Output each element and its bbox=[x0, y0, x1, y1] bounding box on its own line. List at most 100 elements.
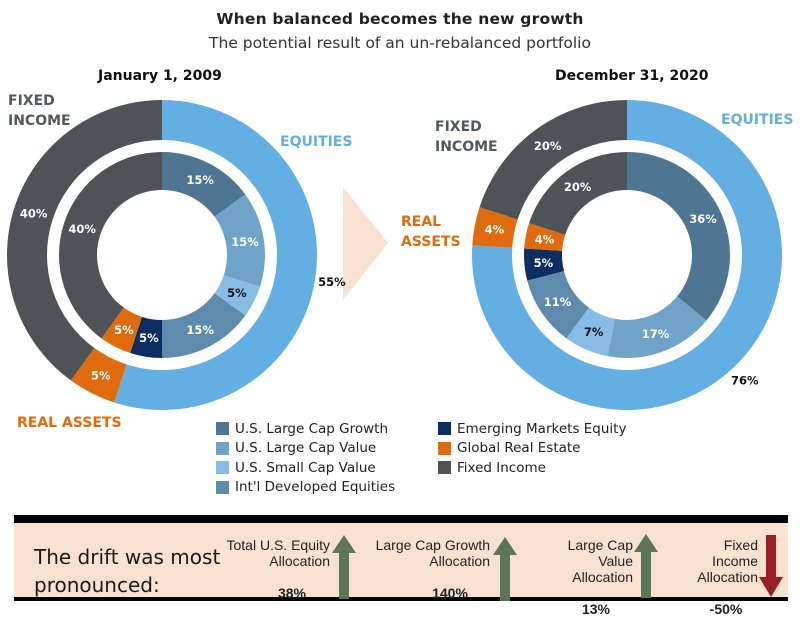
inner-ring-value-label: 15% bbox=[231, 235, 259, 249]
inner-ring-slice-global-real-estate bbox=[101, 307, 142, 353]
legend-swatch bbox=[216, 480, 229, 494]
outer-ring-value-label: 55% bbox=[318, 275, 346, 289]
outer-ring-value-label: 40% bbox=[20, 206, 48, 220]
metric-label: Allocation bbox=[429, 553, 490, 569]
donut-2009: 55% 5% 40% 15% 15% 5% 15% 5% 5% 40% bbox=[6, 100, 346, 411]
up-arrow-icon bbox=[634, 534, 658, 598]
inner-ring-value-label: 36% bbox=[689, 212, 717, 226]
outer-ring-slice-real-assets bbox=[70, 348, 127, 403]
inner-ring-slice-int-l-developed-equities bbox=[527, 271, 589, 339]
down-arrow-icon bbox=[759, 535, 783, 597]
legend-swatch bbox=[438, 422, 451, 436]
metric-label: Allocation bbox=[269, 553, 330, 569]
legend-label: U.S. Small Cap Value bbox=[235, 459, 376, 476]
legend-label: U.S. Large Cap Growth bbox=[235, 420, 389, 437]
donut-charts: 55% 5% 40% 15% 15% 5% 15% 5% 5% 40% 76% 4% 20% 36% 17… bbox=[6, 100, 782, 411]
label-line: FIXED bbox=[435, 119, 482, 135]
metric-large-cap-growth: Large Cap Growth Allocation 140% bbox=[370, 537, 490, 601]
legend-column-1: U.S. Large Cap Growth U.S. Large Cap Val… bbox=[216, 419, 395, 497]
metric-value: -50% bbox=[709, 601, 743, 617]
metric-label: Allocation bbox=[572, 569, 633, 585]
outer-ring-slice-fixed-income bbox=[479, 100, 627, 220]
legend-item: U.S. Large Cap Value bbox=[216, 439, 395, 459]
outer-ring-value-label: 76% bbox=[731, 373, 759, 387]
donut-2020: 76% 4% 20% 36% 17% 7% 11% 5% 4% 20% bbox=[472, 100, 782, 410]
inner-ring-slice-u-s-large-cap-value bbox=[214, 194, 265, 287]
legend-label: Global Real Estate bbox=[457, 440, 581, 457]
inner-ring-slice-u-s-small-cap-value bbox=[214, 275, 260, 316]
legend-label: Emerging Markets Equity bbox=[457, 420, 627, 437]
up-arrow-icon bbox=[493, 537, 517, 601]
inner-ring-value-label: 5% bbox=[227, 286, 247, 300]
right-real-assets-label: REAL ASSETS bbox=[401, 212, 461, 252]
label-line: INCOME bbox=[435, 139, 498, 155]
drift-banner: The drift was most pronounced: Total U.S… bbox=[14, 515, 788, 617]
inner-ring-slice-fixed-income bbox=[59, 152, 163, 339]
outer-ring-value-label: 20% bbox=[534, 139, 562, 153]
legend-item: Fixed Income bbox=[438, 458, 626, 478]
left-chart-date: January 1, 2009 bbox=[98, 68, 222, 84]
metric-value: 140% bbox=[432, 585, 468, 601]
chart-subtitle: The potential result of an un-rebalanced… bbox=[209, 34, 591, 52]
metric-fixed-income: Fixed Income Allocation -50% bbox=[674, 537, 758, 617]
metric-label: Large Cap Value bbox=[567, 537, 633, 569]
inner-ring-slice-fixed-income bbox=[529, 152, 627, 235]
inner-ring-slice-int-l-developed-equities bbox=[162, 293, 246, 358]
inner-ring-value-label: 17% bbox=[642, 327, 670, 341]
outer-ring-value-label: 4% bbox=[485, 223, 505, 237]
inner-ring-value-label: 11% bbox=[544, 295, 572, 309]
left-equities-label: EQUITIES bbox=[280, 134, 353, 150]
inner-ring-slice-u-s-large-cap-growth bbox=[162, 152, 246, 217]
legend-item: Emerging Markets Equity bbox=[438, 419, 626, 439]
outer-ring-slice-equities bbox=[114, 100, 318, 411]
inner-ring-value-label: 5% bbox=[139, 331, 159, 345]
chart-title: When balanced becomes the new growth bbox=[216, 10, 584, 28]
legend-label: Int'l Developed Equities bbox=[235, 479, 396, 496]
metric-value: 13% bbox=[581, 601, 611, 617]
inner-ring-value-label: 7% bbox=[584, 325, 604, 339]
metric-value: 38% bbox=[277, 585, 307, 601]
metric-label: Large Cap Growth bbox=[375, 537, 490, 553]
drift-intro-line: pronounced: bbox=[34, 573, 160, 597]
drift-intro: The drift was most pronounced: bbox=[34, 543, 220, 599]
legend-item: Global Real Estate bbox=[438, 439, 626, 459]
metric-label: Allocation bbox=[697, 569, 758, 585]
legend-swatch bbox=[216, 461, 229, 475]
label-line: FIXED bbox=[8, 93, 55, 109]
legend-item: Int'l Developed Equities bbox=[216, 478, 395, 498]
legend-swatch bbox=[438, 441, 451, 455]
inner-ring-slice-u-s-large-cap-value bbox=[607, 296, 707, 358]
outer-ring-value-label: 5% bbox=[91, 368, 111, 382]
inner-ring-value-label: 15% bbox=[186, 323, 214, 337]
legend-label: U.S. Large Cap Value bbox=[235, 440, 377, 457]
legend-item: U.S. Large Cap Growth bbox=[216, 419, 395, 439]
metric-total-us-equity: Total U.S. Equity Allocation 38% bbox=[224, 537, 331, 601]
inner-ring-value-label: 15% bbox=[186, 173, 214, 187]
inner-ring-slice-u-s-small-cap-value bbox=[566, 307, 615, 357]
legend-swatch bbox=[438, 461, 451, 475]
left-fixed-income-label: FIXED INCOME bbox=[8, 91, 71, 131]
up-arrow-icon bbox=[332, 535, 356, 599]
outer-ring-slice-real-assets bbox=[472, 207, 518, 248]
inner-ring-value-label: 20% bbox=[564, 180, 592, 194]
right-chart-date: December 31, 2020 bbox=[555, 68, 709, 84]
label-line: ASSETS bbox=[401, 234, 461, 250]
legend-item: U.S. Small Cap Value bbox=[216, 458, 395, 478]
inner-ring-slice-emerging-markets-equity bbox=[524, 248, 565, 281]
metric-label: Total U.S. Equity bbox=[226, 537, 331, 553]
right-fixed-income-label: FIXED INCOME bbox=[435, 117, 498, 157]
metric-large-cap-value: Large Cap Value Allocation 13% bbox=[529, 537, 633, 617]
right-equities-label: EQUITIES bbox=[721, 112, 794, 128]
label-line: INCOME bbox=[8, 113, 71, 129]
legend-swatch bbox=[216, 422, 229, 436]
inner-ring-slice-global-real-estate bbox=[524, 223, 566, 251]
label-line: REAL bbox=[401, 214, 442, 230]
inner-ring-value-label: 4% bbox=[535, 232, 555, 246]
inner-ring-value-label: 40% bbox=[68, 222, 96, 236]
legend-swatch bbox=[216, 441, 229, 455]
inner-ring-slice-emerging-markets-equity bbox=[130, 316, 162, 358]
legend-label: Fixed Income bbox=[457, 459, 546, 476]
legend-column-2: Emerging Markets Equity Global Real Esta… bbox=[438, 419, 626, 478]
transition-arrow-icon bbox=[343, 187, 388, 300]
inner-ring-value-label: 5% bbox=[534, 256, 554, 270]
